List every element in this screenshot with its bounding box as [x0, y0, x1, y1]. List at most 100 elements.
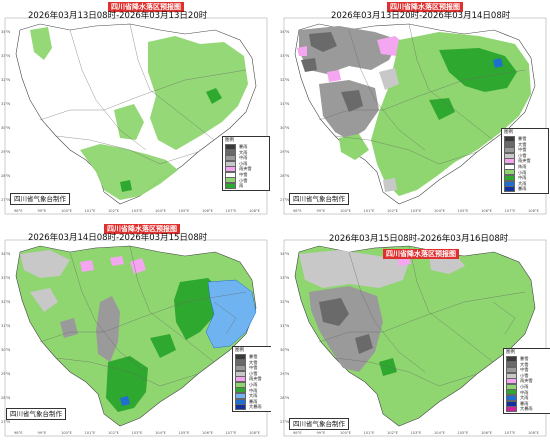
latitude-tick-label: 31°N	[1, 102, 11, 106]
legend-item: 暴雨	[225, 143, 267, 150]
legend-label: 雨夹雪	[520, 378, 533, 384]
legend-swatch	[225, 149, 236, 156]
prefecture-boundaries	[318, 23, 526, 165]
legend-item: 中雪	[225, 171, 267, 178]
longitude-tick-label: 103°E	[131, 431, 143, 435]
legend-label: 暴雨	[518, 186, 527, 192]
legend-item: 中雨	[225, 154, 267, 161]
light-rain-area	[30, 27, 248, 200]
legend-label: 中雨	[518, 175, 527, 181]
legend-item: 暴雪	[504, 135, 546, 142]
longitude-tick-label: 105°E	[178, 209, 190, 213]
longitude-tick-label: 106°E	[202, 431, 213, 435]
map-title: 四川省降水落区预报图	[104, 224, 180, 234]
moderate-rain-area	[120, 88, 222, 192]
map-legend: 图例 暴雪 大雪 中雪 小雪 雨夹雪 小雨 中雨 大雨 暴雨 大暴雨	[232, 346, 271, 412]
legend-swatch	[504, 135, 515, 142]
legend-label: 大雨	[249, 393, 258, 399]
legend-label: 中雨	[520, 389, 529, 395]
legend-label: 小雨	[239, 160, 248, 166]
legend-item: 大雨	[506, 394, 548, 401]
longitude-tick-label: 104°E	[155, 209, 166, 213]
longitude-tick-label: 98°E	[293, 209, 302, 213]
legend-item: 大雪	[235, 359, 271, 366]
legend-label: 小雨	[520, 383, 529, 389]
longitude-tick-label: 99°E	[316, 209, 326, 213]
legend-label: 小雨	[518, 169, 527, 175]
longitude-tick-label: 107°E	[504, 431, 516, 435]
legend-item: 小雪	[506, 372, 548, 379]
legend-label: 小雪	[239, 177, 248, 183]
forecast-panel-3: 四川省降水落区预报图 2026年03月14日08时-2026年03月15日08时…	[0, 222, 271, 438]
legend-swatch	[506, 389, 517, 396]
longitude-tick-label: 98°E	[14, 431, 23, 435]
legend-title: 图例	[225, 138, 234, 143]
legend-item: 雨夹雪	[235, 376, 271, 383]
legend-swatch	[506, 406, 517, 413]
longitude-tick-label: 106°E	[481, 431, 492, 435]
longitude-tick-label: 103°E	[410, 209, 422, 213]
longitude-tick-label: 101°E	[84, 209, 96, 213]
light-snow-area	[379, 68, 399, 192]
legend-item: 中雪	[235, 364, 271, 371]
forecast-time-range: 2026年03月13日08时-2026年03月13日20时	[28, 11, 208, 21]
legend-item: 小雪	[235, 370, 271, 377]
legend-swatch	[235, 381, 246, 388]
prefecture-boundaries	[318, 245, 526, 387]
legend-item: 大雨	[504, 180, 546, 187]
legend-swatch	[504, 169, 515, 176]
longitude-tick-label: 103°E	[410, 431, 422, 435]
legend-label: 大暴雨	[520, 406, 533, 412]
longitude-tick-label: 101°E	[84, 431, 96, 435]
longitude-tick-label: 107°E	[504, 209, 516, 213]
legend-label: 中雨	[249, 387, 258, 393]
latitude-tick-label: 31°N	[1, 324, 11, 328]
rainstorm-area	[120, 396, 130, 406]
legend-title: 图例	[235, 348, 244, 353]
legend-item: 雨夹雪	[225, 166, 267, 173]
legend-swatch	[504, 146, 515, 153]
legend-swatch	[235, 392, 246, 399]
forecast-time-range: 2026年03月15日08时-2026年03月16日08时	[329, 234, 509, 244]
legend-label: 雨夹雪	[249, 376, 262, 382]
legend-item: 雨	[225, 182, 267, 189]
longitude-tick-label: 105°E	[457, 209, 469, 213]
legend-item: 小雨	[235, 381, 271, 388]
map-title: 四川省降水落区预报图	[383, 249, 459, 259]
legend-label: 中雪	[520, 367, 529, 373]
legend-swatch	[506, 366, 517, 373]
map-legend: 图例 暴雨 大雨 中雨 小雨 雨夹雪 中雪 小雪雨	[222, 136, 270, 191]
latitude-tick-label: 29°N	[1, 372, 11, 376]
legend-item: 大暴雨	[506, 406, 548, 413]
legend-item: 小雨	[504, 169, 546, 176]
heavy-snow-area	[319, 298, 373, 354]
legend-item: 中雨	[235, 387, 271, 394]
legend-swatch	[235, 353, 246, 360]
legend-item: 大暴雨	[235, 404, 271, 411]
latitude-tick-label: 32°N	[1, 78, 11, 82]
latitude-tick-label: 30°N	[280, 348, 290, 352]
latitude-tick-label: 29°N	[1, 150, 11, 154]
legend-label: 大雨	[520, 395, 529, 401]
precipitation-map	[4, 17, 268, 215]
prefecture-boundaries	[39, 245, 247, 387]
longitude-tick-label: 98°E	[293, 431, 302, 435]
longitude-tick-label: 105°E	[457, 431, 469, 435]
legend-label: 大雪	[249, 359, 258, 365]
light-snow-area	[20, 250, 70, 312]
legend-item: 大雨	[225, 149, 267, 156]
legend-item: 大雨	[235, 392, 271, 399]
longitude-tick-label: 104°E	[434, 431, 445, 435]
precipitation-map	[283, 239, 547, 437]
legend-label: 雨夹雪	[518, 158, 531, 164]
legend-swatch	[504, 141, 515, 148]
moderate-rain-area	[379, 358, 397, 376]
legend-item: 大雪	[506, 361, 548, 368]
legend-item: 小雪	[225, 177, 267, 184]
latitude-tick-label: 32°N	[280, 300, 290, 304]
longitude-tick-label: 104°E	[155, 431, 166, 435]
legend-title: 图例	[506, 350, 515, 355]
latitude-tick-label: 30°N	[1, 348, 11, 352]
producer-credit: 四川省气象台制作	[10, 193, 70, 205]
sleet-area	[80, 256, 146, 274]
